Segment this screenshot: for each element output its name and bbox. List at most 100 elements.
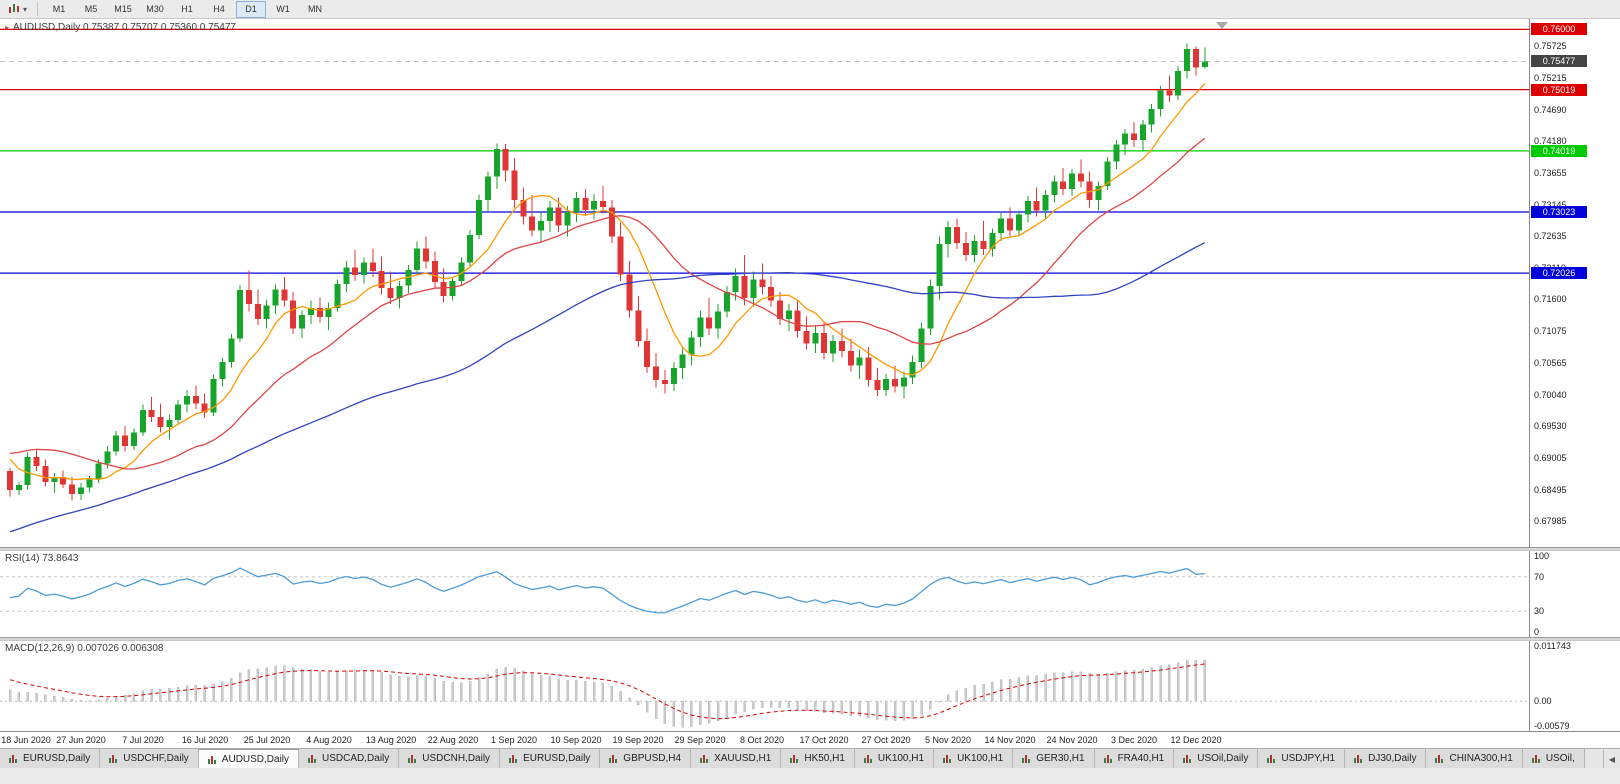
candle-body — [334, 283, 341, 308]
candle-body — [1184, 49, 1190, 72]
price-tick-label: 0.67985 — [1534, 516, 1567, 526]
chart-tab-eurusd-daily[interactable]: EURUSD,Daily — [0, 749, 101, 768]
macd-bar — [415, 675, 419, 702]
macd-bar — [1123, 670, 1127, 702]
chart-tab-icon — [700, 754, 709, 763]
chart-tab-label: FRA40,H1 — [1117, 753, 1165, 764]
candle-body — [1033, 201, 1040, 211]
timeframe-button-d1[interactable]: D1 — [236, 0, 267, 18]
chart-tab-usdjpy-h1[interactable]: USDJPY,H1 — [1258, 749, 1346, 768]
macd-chart[interactable] — [0, 641, 1529, 731]
chart-tab-china300-h1[interactable]: CHINA300,H1 — [1426, 749, 1523, 768]
chart-type-button[interactable]: ▾ — [4, 1, 31, 17]
candle-body — [1113, 144, 1120, 162]
candle-body — [732, 275, 739, 292]
timeframe-button-m30[interactable]: M30 — [146, 4, 164, 14]
rsi-tick-label: 30 — [1534, 606, 1545, 616]
date-label: 8 Oct 2020 — [739, 735, 785, 745]
chart-tab-fra40-h1[interactable]: FRA40,H1 — [1094, 749, 1175, 768]
chart-tab-usoil-daily[interactable]: USOil,Daily — [1174, 749, 1259, 768]
timeframe-button-m1[interactable]: M1 — [52, 4, 66, 14]
candle-body — [661, 380, 668, 384]
candle-body — [838, 341, 845, 351]
candle-body — [449, 280, 456, 297]
moving-average-8 — [9, 83, 1206, 481]
chart-tab-label: USDCHF,Daily — [123, 753, 189, 764]
candle-body — [945, 226, 952, 245]
candle-body — [493, 149, 500, 177]
chart-tab-usdchf-daily[interactable]: USDCHF,Daily — [100, 749, 199, 768]
main-chart-panel: 0.75725 0.75215 0.74690 0.74180 0.73655 0.731… — [0, 19, 1620, 547]
timeframe-button-h1[interactable]: H1 — [181, 4, 193, 14]
rsi-chart[interactable] — [0, 551, 1529, 637]
timeframe-button-w1[interactable]: W1 — [276, 4, 290, 14]
chart-tab-gbpusd-h4[interactable]: GBPUSD,H4 — [600, 749, 692, 768]
chart-tab-icon — [863, 754, 872, 763]
chart-tab-usoil[interactable]: USOil, — [1522, 749, 1585, 768]
candle-body — [502, 149, 509, 171]
candle-body — [228, 338, 235, 362]
macd-bar — [353, 670, 357, 702]
price-scale[interactable]: 0.75725 0.75215 0.74690 0.74180 0.73655 0.731… — [1530, 19, 1620, 547]
chart-shift-marker-icon[interactable] — [1216, 22, 1228, 29]
macd-bar — [752, 701, 755, 710]
macd-bar — [114, 695, 118, 702]
date-label: 25 Jul 2020 — [243, 735, 291, 745]
date-label: 27 Oct 2020 — [861, 735, 911, 745]
chart-tab-eurusd-daily[interactable]: EURUSD,Daily — [500, 749, 601, 768]
main-chart[interactable] — [0, 19, 1529, 547]
chart-tab-icon — [1267, 754, 1276, 763]
timeframe-button-h4[interactable]: H4 — [213, 4, 225, 14]
macd-bar — [592, 681, 596, 702]
timeframe-button-mn[interactable]: MN — [308, 4, 323, 14]
macd-bar — [637, 701, 640, 705]
chart-tab-uk100-h1[interactable]: UK100,H1 — [934, 749, 1014, 768]
macd-panel: 0.011743 0.00 -0.00579 MACD(12,26,9) 0.007… — [0, 641, 1620, 731]
candle-body — [723, 291, 730, 312]
chart-tab-label: USOil,Daily — [1197, 753, 1249, 764]
chart-tab-usdcnh-daily[interactable]: USDCNH,Daily — [399, 749, 501, 768]
panel-splitter[interactable] — [0, 637, 1620, 641]
chart-tab-audusd-daily[interactable]: AUDUSD,Daily — [198, 749, 300, 768]
candle-body — [343, 267, 350, 284]
chart-tab-usdcad-daily[interactable]: USDCAD,Daily — [299, 749, 400, 768]
macd-bar — [858, 701, 861, 717]
candle-body — [95, 463, 102, 480]
chart-tab-label: USOil, — [1545, 753, 1575, 764]
chart-tab-uk100-h1[interactable]: UK100,H1 — [854, 749, 935, 768]
date-label: 12 Dec 2020 — [1170, 735, 1222, 745]
chart-tab-label: HK50,H1 — [804, 753, 845, 764]
panel-splitter[interactable] — [0, 547, 1620, 551]
tab-scroll-left-button[interactable]: ◀ — [1603, 750, 1620, 768]
time-scale[interactable]: 18 Jun 2020 27 Jun 2020 7 Jul 2020 16 Jul 2… — [0, 731, 1620, 748]
macd-bar — [1159, 665, 1162, 702]
candle-body — [60, 477, 67, 485]
chart-tab-icon — [790, 754, 799, 763]
candle-body — [201, 403, 208, 413]
candle-body — [263, 305, 270, 319]
macd-bar — [1203, 659, 1207, 702]
candle-body — [254, 304, 261, 319]
chart-title: ▸ AUDUSD,Daily 0.75387 0.75707 0.75360 0… — [5, 22, 236, 33]
candle-body — [219, 361, 226, 379]
macd-bar — [628, 697, 631, 702]
macd-bar — [707, 701, 711, 724]
macd-bar — [1141, 668, 1145, 702]
candle-body — [998, 218, 1005, 233]
candle-body — [440, 282, 447, 297]
macd-bar — [424, 676, 428, 702]
candle-body — [582, 198, 589, 210]
macd-bar — [362, 669, 366, 702]
candle-body — [927, 285, 934, 329]
candle-body — [237, 290, 244, 339]
chart-tab-xauusd-h1[interactable]: XAUUSD,H1 — [691, 749, 782, 768]
macd-bar — [973, 685, 976, 702]
timeframe-button-m15[interactable]: M15 — [114, 4, 132, 14]
chart-tab-ger30-h1[interactable]: GER30,H1 — [1013, 749, 1095, 768]
candle-body — [175, 404, 182, 420]
current-price-badge: 0.75477 — [1531, 55, 1587, 67]
timeframe-button-m5[interactable]: M5 — [84, 4, 98, 14]
chart-tab-dj30-daily[interactable]: DJ30,Daily — [1345, 749, 1427, 768]
chart-tab-hk50-h1[interactable]: HK50,H1 — [781, 749, 855, 768]
macd-bar — [274, 665, 277, 702]
